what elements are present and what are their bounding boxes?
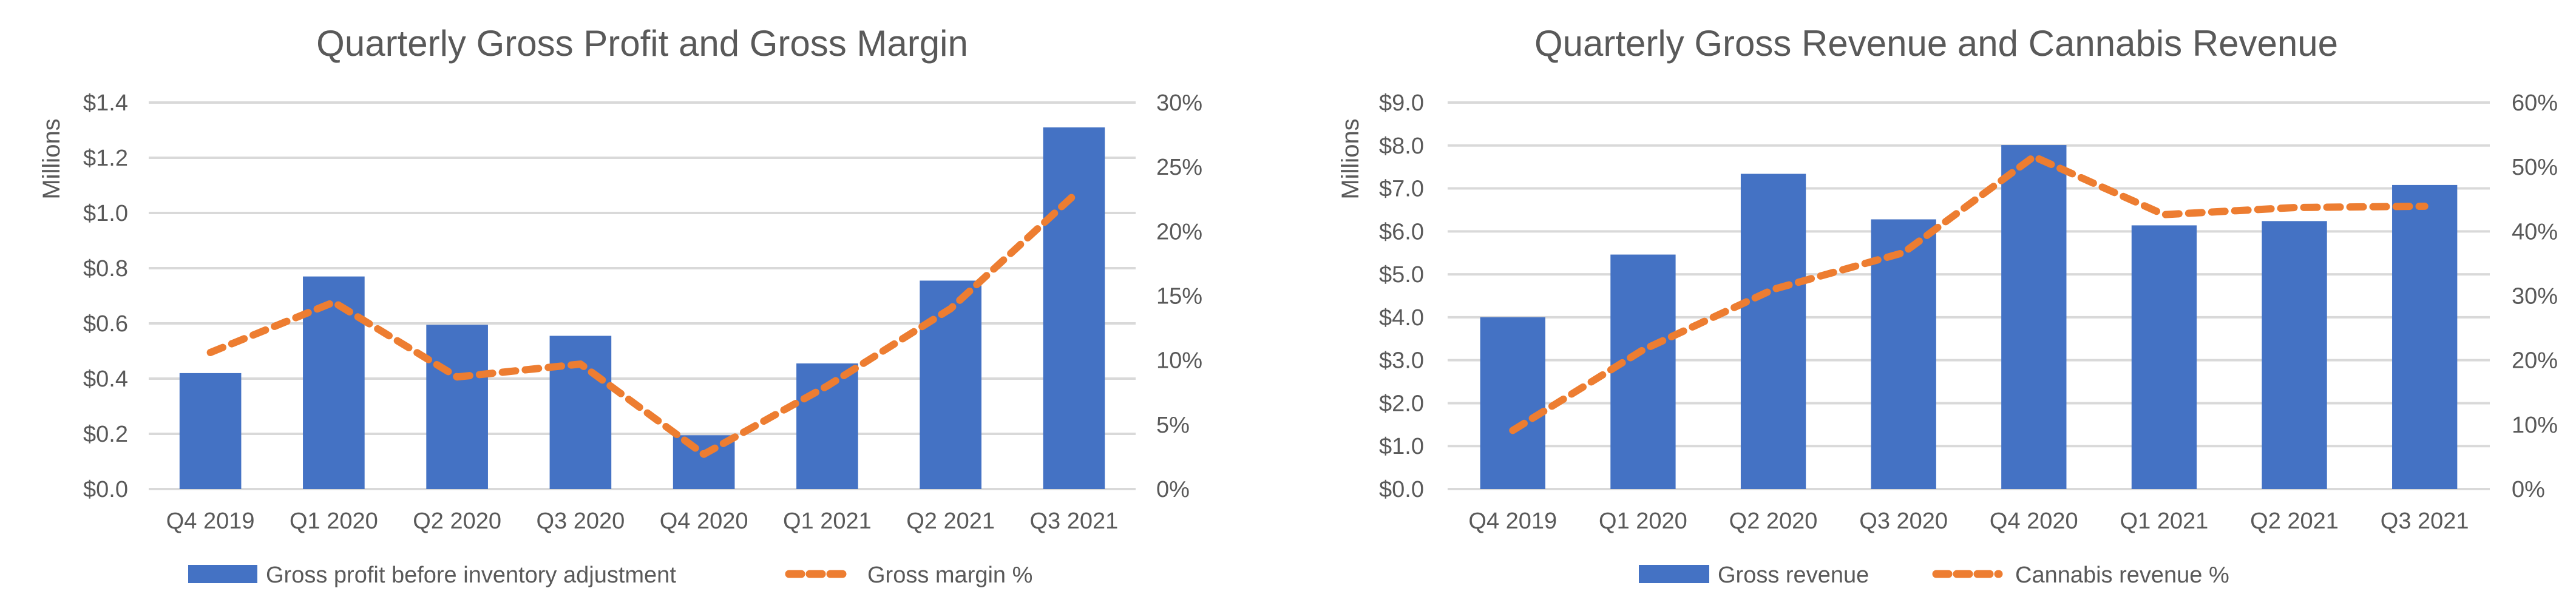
chart-title: Quarterly Gross Revenue and Cannabis Rev… [1534,23,2338,64]
x-tick-label: Q3 2021 [1029,508,1118,534]
y-tick-label: $0.6 [83,311,128,337]
y-tick-label: $9.0 [1379,90,1424,116]
gross-revenue-chart: Quarterly Gross Revenue and Cannabis Rev… [1337,23,2558,588]
legend: Gross revenue Cannabis revenue % [1639,562,2229,588]
bar [426,325,488,489]
x-tick-label: Q3 2021 [2381,508,2469,534]
x-tick-label: Q4 2019 [1468,508,1557,534]
x-tick-label: Q3 2020 [1859,508,1948,534]
x-tick-label: Q1 2021 [783,508,872,534]
legend-swatch-bar [1639,565,1709,583]
plot-area: $0.0 $1.0 $2.0 $3.0 $4.0 $5.0 $6.0 $7.0 $8.0 $9.0… [1379,90,2558,534]
x-tick-label: Q4 2020 [1990,508,2078,534]
bar [1871,219,1936,489]
y2-tick-label: 10% [1156,348,1202,374]
y-tick-label: $3.0 [1379,348,1424,374]
x-tick-label: Q3 2020 [536,508,625,534]
bar [2131,225,2197,489]
y-axis-title: Millions [38,118,65,199]
legend: Gross profit before inventory adjustment… [188,562,1032,588]
y-tick-label: $0.2 [83,422,128,447]
y2-tick-label: 20% [1156,219,1202,245]
y-tick-label: $5.0 [1379,262,1424,288]
legend-label-line: Gross margin % [867,562,1032,588]
legend-label-bar: Gross profit before inventory adjustment [266,562,676,588]
y-tick-label: $7.0 [1379,177,1424,202]
y2-tick-label: 10% [2512,413,2558,438]
x-tick-label: Q2 2021 [906,508,995,534]
x-tick-label: Q1 2021 [2120,508,2209,534]
y-tick-label: $0.0 [1379,477,1424,502]
y-tick-label: $2.0 [1379,391,1424,416]
gross-profit-chart: Quarterly Gross Profit and Gross Margin … [38,23,1202,588]
bar [1043,127,1105,489]
y-tick-label: $1.4 [83,90,128,116]
y-axis-title: Millions [1337,118,1364,199]
bar [179,373,242,489]
x-tick-label: Q1 2020 [1599,508,1687,534]
bar [2392,184,2458,489]
chart-title: Quarterly Gross Profit and Gross Margin [316,23,968,64]
y-tick-label: $1.0 [83,201,128,226]
y2-tick-label: 25% [1156,155,1202,180]
bar [549,336,612,489]
bar [2262,221,2327,489]
legend-label-line: Cannabis revenue % [2015,562,2229,588]
x-tick-label: Q2 2021 [2250,508,2339,534]
plot-area: $0.0 $0.2 $0.4 $0.6 $0.8 $1.0 $1.2 $1.4 0% 5% 10% 1… [83,90,1202,534]
bar [2001,145,2067,489]
x-tick-label: Q4 2020 [660,508,748,534]
y-tick-label: $4.0 [1379,305,1424,331]
bar [1480,317,1545,489]
y-tick-label: $8.0 [1379,133,1424,159]
y2-tick-label: 0% [1156,477,1190,502]
x-tick-label: Q4 2019 [166,508,255,534]
bar [1610,254,1676,489]
y2-tick-label: 30% [2512,284,2558,309]
legend-label-bar: Gross revenue [1718,562,1869,588]
y-tick-label: $6.0 [1379,219,1424,245]
line-series [206,191,1078,458]
y-tick-label: $0.4 [83,366,128,392]
x-tick-label: Q2 2020 [1729,508,1818,534]
y2-tick-label: 20% [2512,348,2558,374]
bar [1740,174,1806,490]
y2-tick-label: 15% [1156,284,1202,309]
legend-swatch-bar [188,565,257,583]
bar [920,280,981,489]
y-tick-label: $0.8 [83,256,128,282]
x-tick-label: Q1 2020 [290,508,378,534]
y-tick-label: $0.0 [83,477,128,502]
y2-tick-label: 40% [2512,219,2558,245]
y2-tick-label: 50% [2512,155,2558,180]
y-tick-label: $1.0 [1379,434,1424,459]
x-tick-label: Q2 2020 [413,508,501,534]
y2-tick-label: 0% [2512,477,2545,502]
line-series [1509,153,2429,434]
y2-tick-label: 30% [1156,90,1202,116]
y2-tick-label: 60% [2512,90,2558,116]
y2-tick-label: 5% [1156,413,1190,438]
y-tick-label: $1.2 [83,146,128,171]
bar [303,276,365,489]
